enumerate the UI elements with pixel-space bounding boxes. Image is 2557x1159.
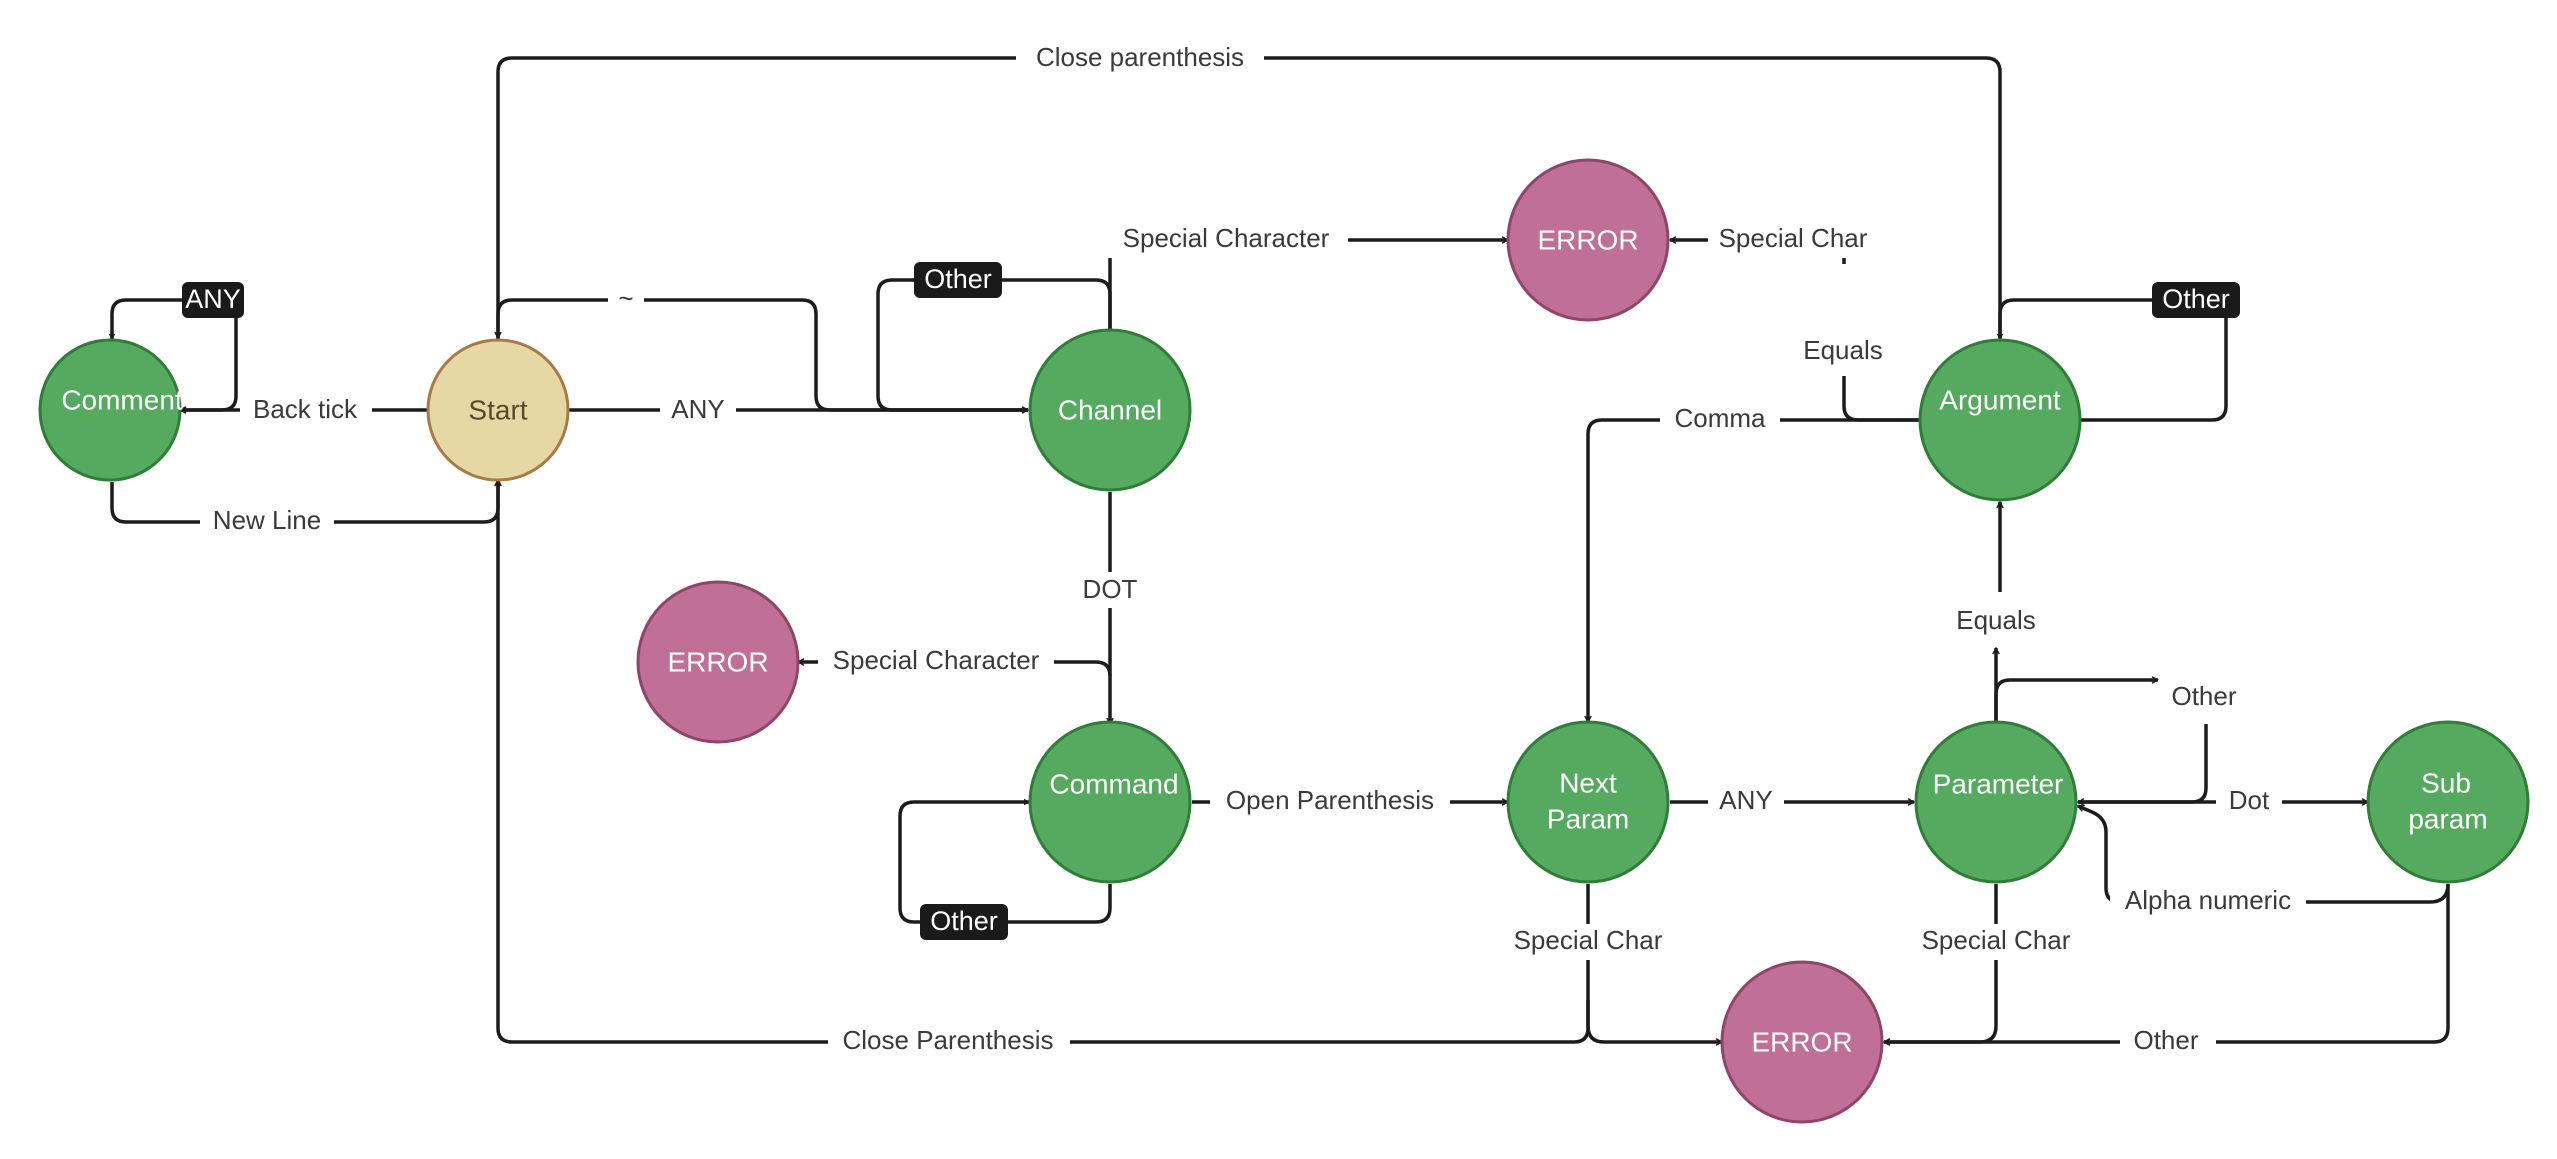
tag-other-command-text: Other [930, 906, 998, 936]
label-open-parenthesis-text: Open Parenthesis [1226, 785, 1434, 815]
label-any-start-channel: ANY [660, 392, 736, 428]
node-comment: Comment [38, 338, 183, 482]
label-special-char-next-param: Special Char [1504, 924, 1672, 960]
node-start: Start [426, 338, 570, 482]
node-sub-param-label-1: Sub [2421, 767, 2471, 798]
label-any-start-channel-text: ANY [671, 394, 724, 424]
tag-any-comment-text: ANY [185, 284, 241, 314]
edge-comma [1588, 418, 1920, 722]
node-comment-label: Comment [61, 384, 183, 415]
label-special-char-next-param-text: Special Char [1514, 925, 1663, 955]
label-tilde: ~ [608, 283, 644, 316]
nodes: Comment Start Channel Command ERROR ERRO… [38, 158, 2530, 1124]
label-new-line-text: New Line [213, 505, 321, 535]
label-special-char-parameter: Special Char [1912, 924, 2080, 960]
label-other-parameter-text: Other [2171, 681, 2236, 711]
edge-special-char-next-param [1586, 884, 1722, 1042]
edge-tilde [496, 298, 1028, 410]
edge-other-channel-loop [876, 278, 1112, 414]
label-other-sub-param: Other [2120, 1024, 2216, 1060]
node-sub-param: Sub param [2366, 720, 2530, 884]
node-error-mid-label: ERROR [667, 646, 768, 677]
node-next-param-label-1: Next [1559, 767, 1617, 798]
label-other-parameter: Other [2158, 680, 2254, 716]
label-dot-sub-param: Dot [2216, 784, 2282, 820]
tag-any-comment: ANY [182, 282, 244, 318]
label-close-parenthesis-top-text: Close parenthesis [1036, 42, 1244, 72]
tag-other-argument: Other [2152, 282, 2240, 318]
label-dot-text: DOT [1083, 574, 1138, 604]
node-parameter: Parameter [1914, 720, 2078, 884]
label-equals-argument: Equals [1790, 334, 1896, 370]
edge-other-command-loop [898, 798, 1112, 924]
tag-other-argument-text: Other [2162, 284, 2230, 314]
node-next-param: Next Param [1506, 720, 1670, 884]
node-sub-param-label-2: param [2408, 803, 2487, 834]
label-equals-parameter-text: Equals [1956, 605, 2036, 635]
tag-labels: ANY Other Other Other [182, 262, 2240, 940]
label-equals-parameter: Equals [1944, 604, 2050, 640]
node-error-bottom-label: ERROR [1751, 1026, 1852, 1057]
label-new-line: New Line [200, 504, 334, 540]
label-special-character-command: Special Character [818, 644, 1054, 680]
label-dot-sub-param-text: Dot [2229, 785, 2270, 815]
label-close-parenthesis-bottom-text: Close Parenthesis [843, 1025, 1054, 1055]
label-dot: DOT [1074, 572, 1146, 608]
label-special-char-argument: Special Char [1708, 222, 1878, 258]
label-special-char-argument-text: Special Char [1719, 223, 1868, 253]
edge-equals-argument [1842, 376, 1920, 422]
node-start-label: Start [468, 394, 527, 425]
label-special-character-command-text: Special Character [833, 645, 1040, 675]
node-error-top: ERROR [1506, 158, 1670, 322]
tag-other-channel: Other [914, 262, 1002, 298]
edge-other-parameter-return [2078, 724, 2208, 802]
edge-close-parenthesis-top [498, 56, 2002, 338]
label-tilde-text: ~ [618, 283, 633, 313]
label-alpha-numeric: Alpha numeric [2110, 884, 2306, 920]
label-close-parenthesis-top: Close parenthesis [1016, 40, 1264, 76]
label-close-parenthesis-bottom: Close Parenthesis [828, 1024, 1070, 1060]
label-any-next-param-text: ANY [1719, 785, 1772, 815]
node-command: Command [1028, 720, 1192, 884]
edge-special-char-parameter [1884, 884, 1998, 1042]
label-open-parenthesis: Open Parenthesis [1210, 784, 1450, 820]
node-parameter-label: Parameter [1933, 768, 2064, 799]
tag-other-command: Other [920, 904, 1008, 940]
node-error-mid: ERROR [636, 580, 800, 744]
label-special-char-parameter-text: Special Char [1922, 925, 2071, 955]
label-back-tick-text: Back tick [253, 394, 358, 424]
node-argument-label: Argument [1939, 384, 2061, 415]
label-comma-text: Comma [1674, 403, 1766, 433]
label-alpha-numeric-text: Alpha numeric [2125, 885, 2291, 915]
label-special-character-channel-text: Special Character [1123, 223, 1330, 253]
edge-any-comment-loop-top [108, 298, 190, 341]
node-command-label: Command [1049, 768, 1178, 799]
node-error-top-label: ERROR [1537, 224, 1638, 255]
label-special-character-channel: Special Character [1108, 222, 1348, 258]
edges [108, 56, 2450, 1042]
tag-other-channel-text: Other [924, 264, 992, 294]
label-comma: Comma [1660, 402, 1780, 438]
node-next-param-label-2: Param [1547, 803, 1629, 834]
label-other-sub-param-text: Other [2133, 1025, 2198, 1055]
node-error-bottom: ERROR [1720, 960, 1884, 1124]
edge-special-character-command [798, 662, 1112, 677]
node-channel-label: Channel [1058, 394, 1162, 425]
label-equals-argument-text: Equals [1803, 335, 1883, 365]
label-back-tick: Back tick [240, 392, 372, 428]
edge-other-parameter [1994, 680, 2158, 722]
node-channel: Channel [1028, 328, 1192, 492]
node-argument: Argument [1918, 338, 2082, 502]
label-any-next-param: ANY [1708, 784, 1784, 820]
edge-alpha-numeric [2078, 804, 2450, 904]
edge-other-sub-param [1884, 884, 2450, 1042]
edge-labels: Close parenthesis Back tick New Line ~ A… [200, 40, 2306, 1060]
